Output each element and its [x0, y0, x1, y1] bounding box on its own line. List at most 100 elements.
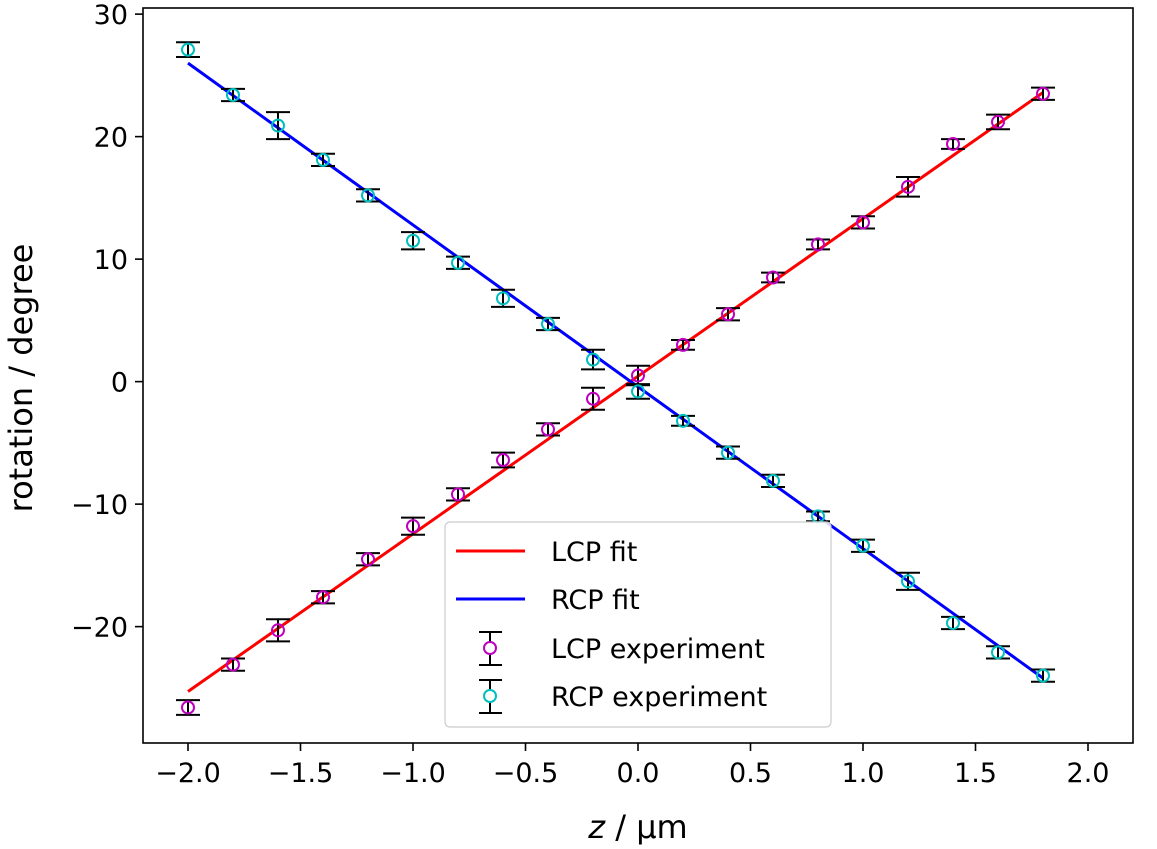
rcp-experiment-point: [311, 152, 335, 168]
lcp-experiment-point: [671, 337, 695, 352]
x-tick-label: −1.5: [268, 758, 334, 789]
rcp-experiment-marker: [451, 255, 465, 270]
rcp-experiment-marker: [721, 445, 735, 460]
lcp-experiment-marker: [406, 519, 420, 534]
lcp-experiment-point: [626, 364, 650, 387]
rcp-experiment-point: [356, 188, 380, 203]
lcp-experiment-point: [446, 487, 470, 502]
plot-frame: [142, 7, 1134, 744]
x-tick-label: 0.0: [617, 758, 660, 789]
lcp-experiment-point: [941, 136, 965, 151]
lcp-experiment-marker: [271, 623, 285, 638]
rcp-experiment-marker: [991, 645, 1005, 660]
lcp-experiment-marker: [496, 453, 510, 468]
lcp-experiment-marker: [721, 307, 735, 322]
y-tick-label: 30: [94, 0, 128, 31]
lcp-experiment-marker: [1036, 86, 1050, 101]
x-tick-label: 1.5: [954, 758, 997, 789]
rcp-experiment-point: [176, 41, 200, 58]
rcp-experiment-point: [761, 473, 785, 488]
lcp-experiment-marker: [676, 337, 690, 352]
rcp-experiment-marker: [676, 413, 690, 428]
lcp-experiment-point: [581, 386, 605, 411]
lcp-experiment-point: [356, 552, 380, 567]
legend-frame: [444, 521, 832, 728]
lcp-experiment-marker: [946, 136, 960, 151]
lcp-experiment-marker: [856, 215, 870, 230]
legend-label-lcp-experiment: LCP experiment: [551, 634, 765, 665]
lcp-experiment-point: [986, 113, 1010, 131]
rcp-experiment-point: [851, 538, 875, 553]
rcp-experiment-point: [266, 111, 290, 141]
rcp-experiment-point: [446, 255, 470, 270]
rcp-experiment-point: [986, 645, 1010, 660]
legend: LCP fit RCP fit LCP experiment RCP exper…: [444, 521, 832, 728]
lcp-experiment-marker: [316, 590, 330, 605]
lcp-experiment-point: [761, 270, 785, 285]
rcp-experiment-marker: [766, 473, 780, 488]
x-tick-label: 1.0: [842, 758, 885, 789]
lcp-experiment-point: [1031, 86, 1055, 101]
y-tick-label: 10: [94, 245, 128, 276]
rcp-experiment-point: [536, 316, 560, 332]
rcp-experiment-marker: [541, 317, 555, 332]
lcp-experiment-point: [311, 590, 335, 605]
x-axis-title: z / µm: [587, 808, 687, 846]
rcp-experiment-marker: [586, 352, 600, 367]
y-tick-label: −20: [71, 613, 128, 644]
rcp-experiment-marker: [271, 118, 285, 133]
rcp-experiment-point: [626, 383, 650, 400]
lcp-experiment-marker: [226, 657, 240, 672]
legend-handle-lcp-experiment: [479, 631, 502, 666]
rcp-experiment-point: [1031, 668, 1055, 683]
lcp-experiment-point: [221, 657, 245, 672]
lcp-experiment-point: [536, 422, 560, 437]
lcp-experiment-marker: [631, 368, 645, 383]
lcp-experiment-point: [491, 451, 515, 469]
y-tick-label: −10: [71, 490, 128, 521]
rcp-experiment-point: [896, 571, 920, 591]
y-tick-label: 20: [94, 123, 128, 154]
rcp-experiment-point: [941, 615, 965, 631]
lcp-experiment-marker: [586, 391, 600, 406]
rcp-experiment-marker: [406, 233, 420, 248]
lcp-experiment-point: [401, 516, 425, 536]
x-axis-unit: / µm: [605, 808, 688, 846]
rcp-experiment-marker: [946, 615, 960, 630]
y-axis-ticks: −20 −10 0 10 20 30: [71, 0, 143, 644]
x-axis-ticks: −2.0 −1.5 −1.0 −0.5 0.0 0.5 1.0 1.5 2.0: [155, 743, 1109, 789]
lcp-experiment-marker: [811, 237, 825, 252]
lcp-experiment-point: [716, 307, 740, 322]
y-axis-title: rotation / degree: [2, 244, 40, 513]
rcp-experiment-point: [716, 445, 740, 460]
rcp-experiment-marker: [226, 87, 240, 102]
lcp-experiment-point: [176, 699, 200, 716]
rcp-experiment-marker: [1036, 668, 1050, 683]
rcp-experiment-marker: [361, 188, 375, 203]
rcp-experiment-marker: [496, 291, 510, 306]
lcp-experiment-marker: [181, 700, 195, 715]
rcp-experiment-point: [671, 413, 695, 428]
rcp-experiment-point: [806, 509, 830, 524]
x-tick-label: 2.0: [1067, 758, 1110, 789]
lcp-experiment-marker: [451, 487, 465, 502]
x-tick-label: 0.5: [729, 758, 772, 789]
rcp-experiment-marker: [631, 384, 645, 399]
legend-label-rcp-fit: RCP fit: [551, 585, 640, 616]
rcp-experiment-marker: [316, 152, 330, 167]
lcp-experiment-point: [806, 237, 830, 252]
lcp-experiment-point: [851, 215, 875, 230]
rcp-experiment-point: [581, 348, 605, 371]
x-tick-label: −2.0: [155, 758, 221, 789]
lcp-experiment-marker: [541, 422, 555, 437]
legend-handle-rcp-experiment: [479, 679, 502, 714]
rcp-experiment-point: [401, 231, 425, 251]
legend-label-lcp-fit: LCP fit: [551, 537, 637, 568]
x-tick-label: −1.0: [380, 758, 446, 789]
lcp-experiment-point: [266, 618, 290, 643]
y-tick-label: 0: [111, 368, 128, 399]
lcp-experiment-marker: [361, 552, 375, 567]
lcp-experiment-marker: [991, 114, 1005, 129]
lcp-experiment-marker: [766, 270, 780, 285]
